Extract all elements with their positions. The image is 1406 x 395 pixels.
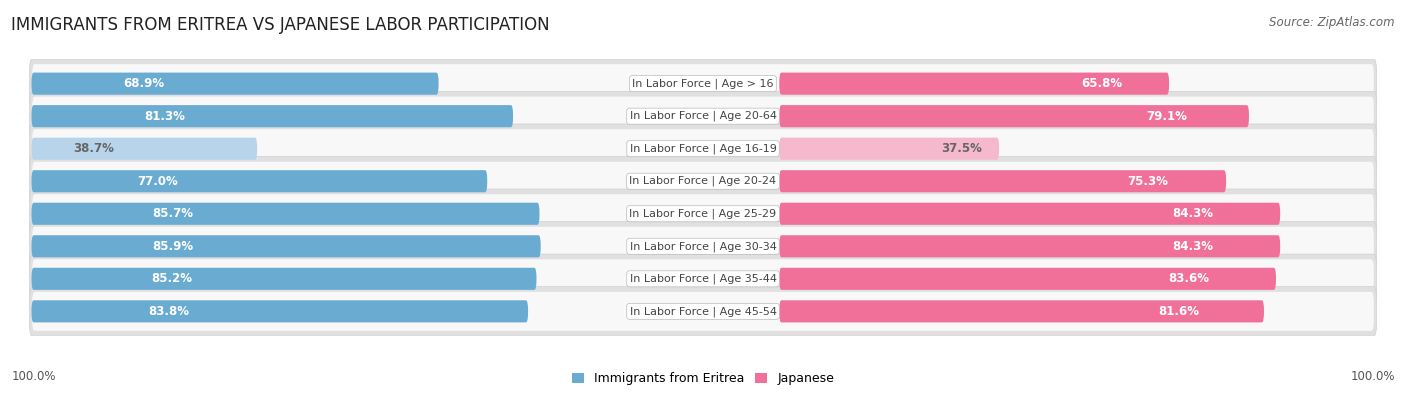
Text: In Labor Force | Age 45-54: In Labor Force | Age 45-54: [630, 306, 776, 317]
FancyBboxPatch shape: [779, 170, 1226, 192]
FancyBboxPatch shape: [31, 73, 439, 95]
FancyBboxPatch shape: [30, 92, 1376, 141]
Text: 81.3%: 81.3%: [145, 110, 186, 123]
Text: In Labor Force | Age 25-29: In Labor Force | Age 25-29: [630, 209, 776, 219]
FancyBboxPatch shape: [31, 203, 540, 225]
FancyBboxPatch shape: [779, 137, 1000, 160]
FancyBboxPatch shape: [31, 300, 529, 322]
Text: 79.1%: 79.1%: [1146, 110, 1187, 123]
Text: 77.0%: 77.0%: [138, 175, 179, 188]
Text: 85.7%: 85.7%: [152, 207, 193, 220]
Text: In Labor Force | Age 35-44: In Labor Force | Age 35-44: [630, 274, 776, 284]
Text: 75.3%: 75.3%: [1128, 175, 1168, 188]
Text: 85.9%: 85.9%: [152, 240, 193, 253]
Text: 37.5%: 37.5%: [942, 142, 983, 155]
FancyBboxPatch shape: [779, 300, 1264, 322]
Text: Source: ZipAtlas.com: Source: ZipAtlas.com: [1270, 16, 1395, 29]
FancyBboxPatch shape: [30, 124, 1376, 173]
Text: In Labor Force | Age 20-64: In Labor Force | Age 20-64: [630, 111, 776, 121]
FancyBboxPatch shape: [779, 73, 1168, 95]
Text: 65.8%: 65.8%: [1081, 77, 1122, 90]
FancyBboxPatch shape: [30, 189, 1376, 239]
Text: 85.2%: 85.2%: [150, 272, 191, 285]
Text: 83.6%: 83.6%: [1168, 272, 1209, 285]
Text: 84.3%: 84.3%: [1173, 207, 1213, 220]
Text: In Labor Force | Age 16-19: In Labor Force | Age 16-19: [630, 143, 776, 154]
Text: In Labor Force | Age 20-24: In Labor Force | Age 20-24: [630, 176, 776, 186]
FancyBboxPatch shape: [32, 227, 1374, 266]
FancyBboxPatch shape: [32, 259, 1374, 298]
FancyBboxPatch shape: [31, 137, 257, 160]
FancyBboxPatch shape: [32, 292, 1374, 331]
FancyBboxPatch shape: [30, 156, 1376, 206]
Text: 84.3%: 84.3%: [1173, 240, 1213, 253]
FancyBboxPatch shape: [32, 194, 1374, 233]
Text: In Labor Force | Age > 16: In Labor Force | Age > 16: [633, 78, 773, 89]
Text: 81.6%: 81.6%: [1159, 305, 1199, 318]
FancyBboxPatch shape: [31, 170, 488, 192]
FancyBboxPatch shape: [779, 235, 1281, 258]
Text: 100.0%: 100.0%: [11, 370, 56, 383]
Text: In Labor Force | Age 30-34: In Labor Force | Age 30-34: [630, 241, 776, 252]
FancyBboxPatch shape: [779, 268, 1277, 290]
Text: IMMIGRANTS FROM ERITREA VS JAPANESE LABOR PARTICIPATION: IMMIGRANTS FROM ERITREA VS JAPANESE LABO…: [11, 16, 550, 34]
FancyBboxPatch shape: [32, 162, 1374, 201]
FancyBboxPatch shape: [30, 254, 1376, 303]
FancyBboxPatch shape: [30, 287, 1376, 336]
FancyBboxPatch shape: [32, 97, 1374, 136]
FancyBboxPatch shape: [31, 268, 537, 290]
Text: 83.8%: 83.8%: [149, 305, 190, 318]
FancyBboxPatch shape: [32, 129, 1374, 168]
Text: 68.9%: 68.9%: [124, 77, 165, 90]
Legend: Immigrants from Eritrea, Japanese: Immigrants from Eritrea, Japanese: [567, 367, 839, 390]
Text: 100.0%: 100.0%: [1350, 370, 1395, 383]
FancyBboxPatch shape: [31, 235, 541, 258]
Text: 38.7%: 38.7%: [73, 142, 114, 155]
FancyBboxPatch shape: [30, 222, 1376, 271]
FancyBboxPatch shape: [31, 105, 513, 127]
FancyBboxPatch shape: [779, 203, 1281, 225]
FancyBboxPatch shape: [779, 105, 1249, 127]
FancyBboxPatch shape: [30, 59, 1376, 108]
FancyBboxPatch shape: [32, 64, 1374, 103]
